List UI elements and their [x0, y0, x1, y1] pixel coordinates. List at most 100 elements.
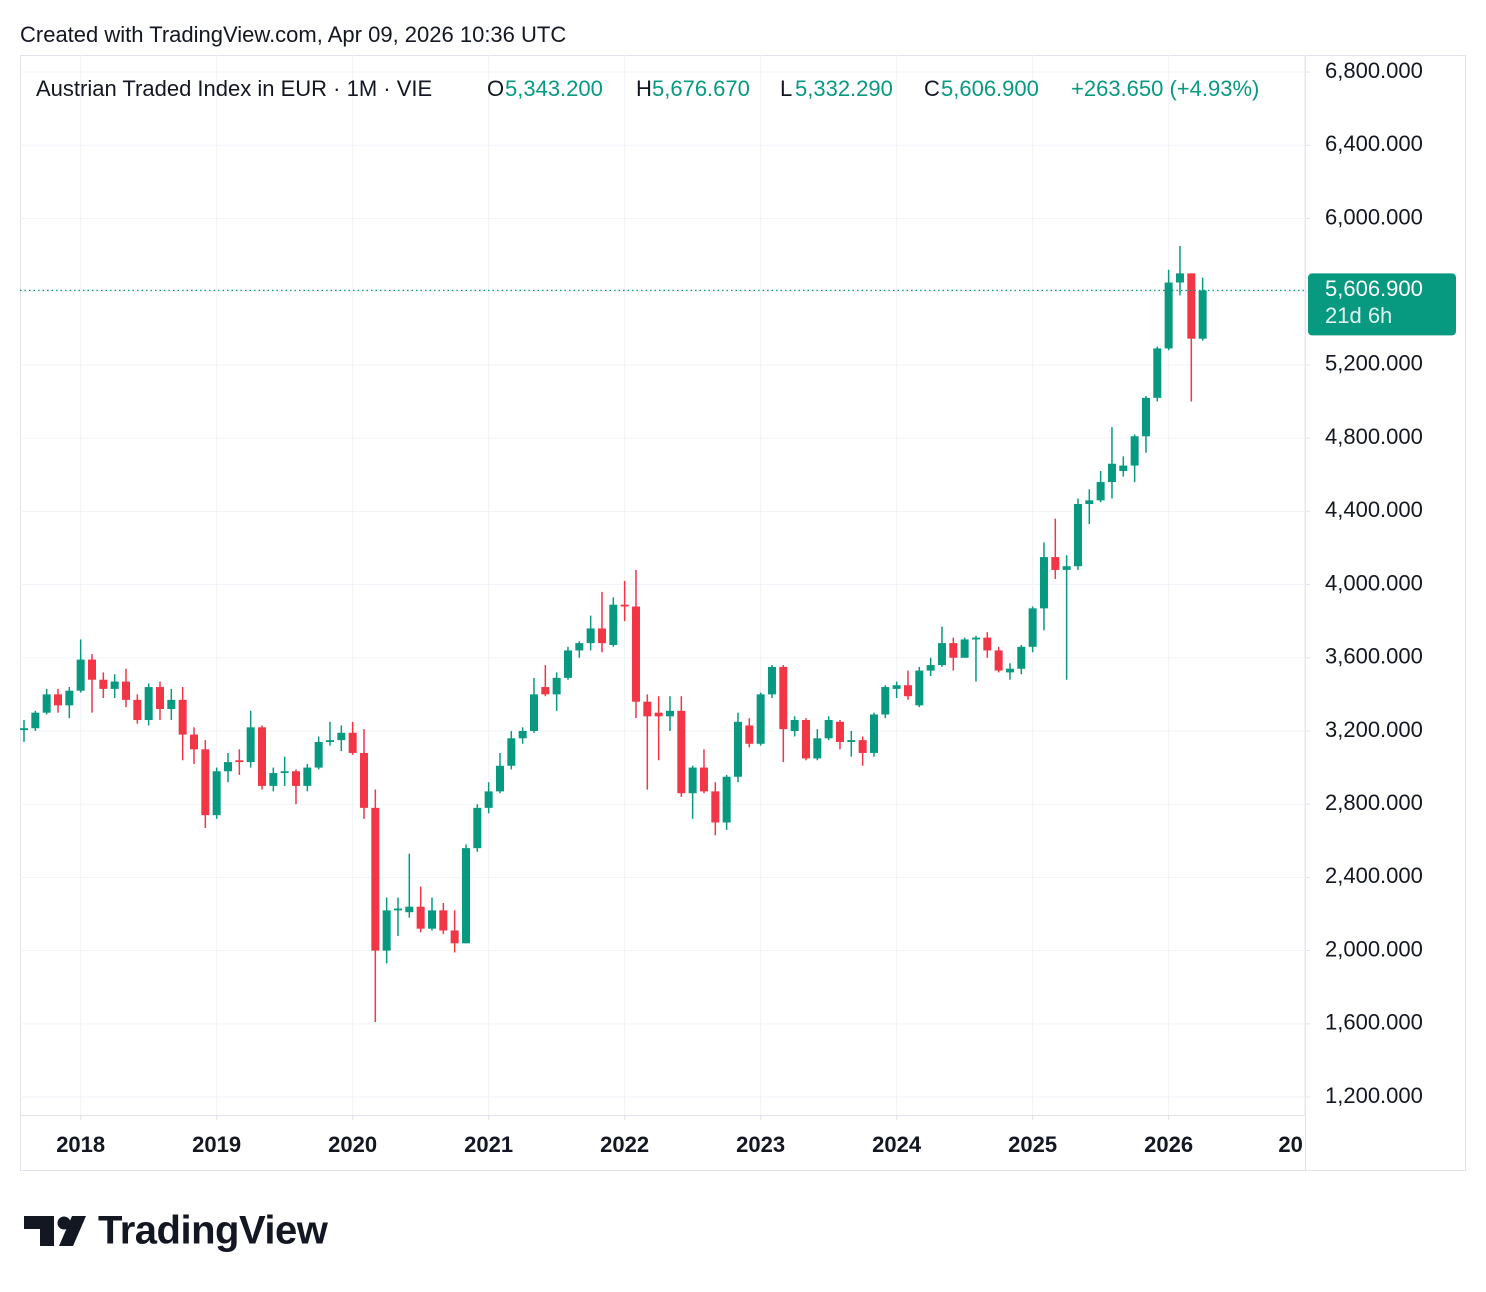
candle-body [1187, 273, 1196, 339]
y-tick-label: 3,600.000 [1325, 644, 1423, 669]
y-tick-label: 1,200.000 [1325, 1083, 1423, 1108]
candle-body [280, 771, 289, 774]
price-tag-countdown: 21d 6h [1325, 303, 1392, 328]
candle-body [1028, 608, 1037, 647]
candle-body [756, 694, 765, 744]
candle-body [790, 719, 799, 731]
x-tick-label: 2023 [736, 1132, 785, 1157]
candle-body [1153, 348, 1162, 398]
candle-body [507, 738, 516, 766]
x-tick-label: 2020 [328, 1132, 377, 1157]
candle-body [677, 710, 686, 794]
candle-body [76, 659, 85, 691]
candle-body [949, 643, 958, 658]
candle-body [155, 687, 164, 710]
candle-body [99, 679, 108, 689]
candle-body [722, 776, 731, 823]
ohlc-label: O [487, 76, 504, 101]
candle-body [314, 741, 323, 768]
candle-body [699, 767, 708, 792]
candle-body [518, 730, 527, 739]
created-note: Created with TradingView.com, Apr 09, 20… [20, 22, 566, 47]
candle-body [767, 666, 776, 695]
candle-body [1039, 557, 1048, 609]
candle-body [1175, 273, 1184, 283]
candle-body [835, 721, 844, 742]
candle-body [586, 628, 595, 644]
candle-body [246, 727, 255, 763]
x-tick-label: 2019 [192, 1132, 241, 1157]
x-tick-label: 2026 [1144, 1132, 1193, 1157]
candle-body [450, 930, 459, 944]
logo-icon [57, 1216, 71, 1230]
x-tick-label: 2018 [56, 1132, 105, 1157]
candle-body [575, 643, 584, 651]
ohlc-legend: O 5,343.200 H 5,676.670 L 5,332.290 C 5,606.900 [487, 76, 1039, 101]
candle-body [631, 606, 640, 702]
candle-body [1198, 290, 1207, 339]
candle-body [133, 699, 142, 720]
chart-title: Austrian Traded Index in EUR · 1M · VIE [36, 76, 432, 101]
candle-body [960, 639, 969, 658]
candle-body [212, 771, 221, 816]
candle-body [416, 906, 425, 929]
candle-body [167, 699, 176, 710]
ohlc-label: C [924, 76, 940, 101]
candle-body [461, 848, 470, 944]
candle-body [348, 732, 357, 753]
ohlc-value: 5,343.200 [505, 76, 603, 101]
candle-body [87, 659, 96, 680]
candle-body [801, 719, 810, 759]
y-tick-label: 1,600.000 [1325, 1010, 1423, 1035]
candle-body [915, 670, 924, 706]
ohlc-value: 5,332.290 [795, 76, 893, 101]
candle-body [1073, 504, 1082, 567]
logo-icon [24, 1216, 54, 1246]
candle-body [223, 762, 232, 772]
logo: TradingView [24, 1209, 329, 1253]
x-tick-label: 2021 [464, 1132, 513, 1157]
y-tick-label: 5,200.000 [1325, 351, 1423, 376]
candle-body [201, 749, 210, 816]
candle-body [779, 666, 788, 730]
x-tick-label: 2022 [600, 1132, 649, 1157]
candle-body [382, 910, 391, 951]
candle-body [1130, 436, 1139, 466]
candle-body [1062, 566, 1071, 570]
candle-body [439, 910, 448, 931]
candle-body [552, 677, 561, 695]
candle-body [178, 699, 187, 735]
candle-body [65, 690, 74, 706]
ohlc-value: 5,606.900 [941, 76, 1039, 101]
candle-body [813, 738, 822, 759]
y-tick-label: 2,800.000 [1325, 790, 1423, 815]
candle-body [733, 721, 742, 777]
candle-body [235, 760, 244, 763]
candle-body [303, 767, 312, 786]
candle-body [359, 752, 368, 808]
y-tick-label: 4,400.000 [1325, 497, 1423, 522]
candle-body [371, 807, 380, 951]
candle-body [824, 719, 833, 739]
candle-body [484, 791, 493, 808]
y-tick-label: 6,400.000 [1325, 131, 1423, 156]
y-tick-label: 3,200.000 [1325, 717, 1423, 742]
candle-body [1119, 465, 1128, 472]
candle-body [1107, 463, 1116, 483]
x-tick-label: 20 [1278, 1132, 1302, 1157]
candle-body [926, 665, 935, 671]
y-tick-label: 6,000.000 [1325, 204, 1423, 229]
y-tick-label: 2,000.000 [1325, 936, 1423, 961]
ohlc-label: H [636, 76, 652, 101]
candle-body [325, 740, 334, 742]
candle-body [337, 732, 346, 741]
candle-body [121, 681, 130, 700]
change-label: +263.650 (+4.93%) [1071, 76, 1259, 101]
candle-body [473, 807, 482, 849]
candle-body [1017, 646, 1026, 669]
candle-body [1005, 668, 1014, 673]
candle-body [881, 687, 890, 715]
candle-body [427, 910, 436, 929]
candle-body [110, 681, 119, 689]
